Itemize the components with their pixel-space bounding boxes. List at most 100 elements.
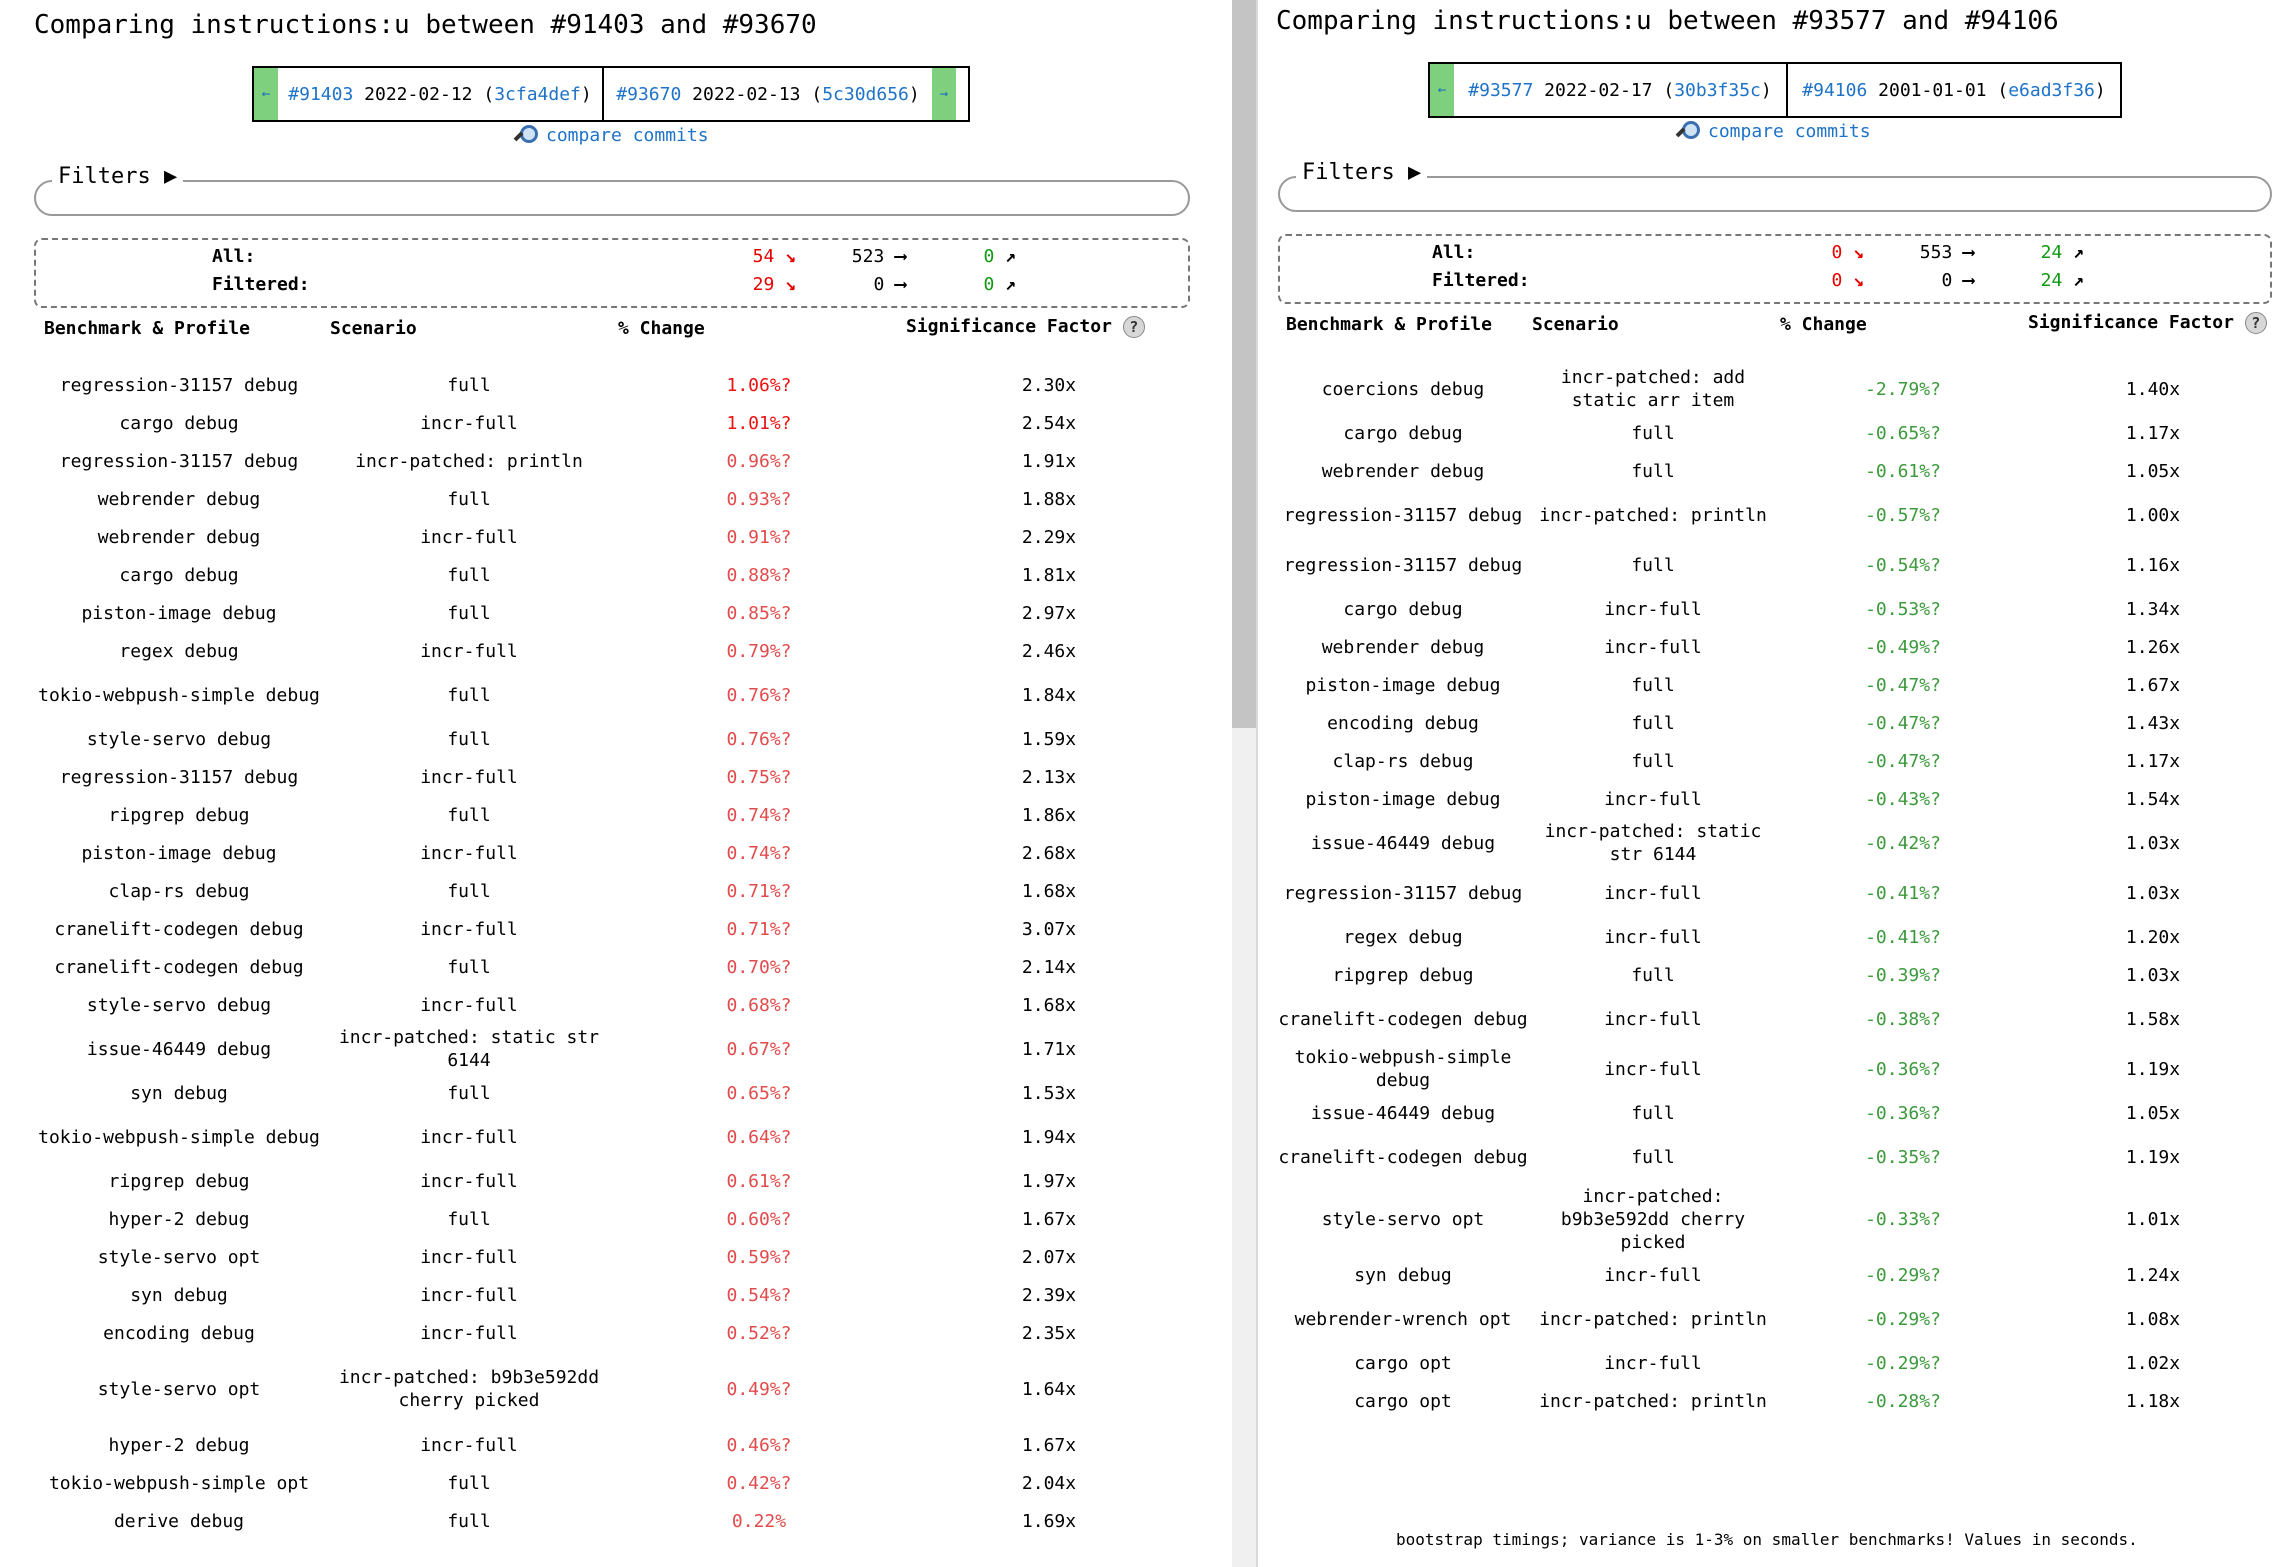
benchmark-cell[interactable]: webrender debug: [1321, 636, 1485, 658]
change-cell[interactable]: 0.70%?: [726, 956, 792, 978]
change-cell[interactable]: 0.59%?: [726, 1246, 792, 1268]
question-icon[interactable]: ?: [2244, 312, 2267, 334]
change-cell[interactable]: -0.54%?: [1865, 554, 1941, 576]
change-cell[interactable]: 0.75%?: [726, 766, 792, 788]
change-cell[interactable]: -0.61%?: [1865, 460, 1941, 482]
col-header-scenario[interactable]: Scenario: [330, 318, 417, 339]
benchmark-cell[interactable]: style-servo opt: [1321, 1208, 1485, 1230]
change-cell[interactable]: -0.38%?: [1865, 1008, 1941, 1030]
new-sha-link[interactable]: e6ad3f36: [2008, 79, 2095, 101]
col-header-significance[interactable]: Significance Factor ?: [2028, 312, 2267, 334]
scrollbar-thumb[interactable]: [1232, 0, 1258, 728]
col-header-significance[interactable]: Significance Factor ?: [906, 316, 1145, 338]
benchmark-cell[interactable]: cranelift-codegen debug: [54, 956, 304, 978]
change-cell[interactable]: 0.76%?: [726, 684, 792, 706]
benchmark-cell[interactable]: webrender debug: [97, 526, 261, 548]
benchmark-cell[interactable]: hyper-2 debug: [108, 1208, 250, 1230]
col-header-change[interactable]: % Change: [1780, 314, 1867, 335]
benchmark-cell[interactable]: regression-31157 debug: [59, 374, 299, 396]
change-cell[interactable]: -2.79%?: [1865, 378, 1941, 400]
benchmark-cell[interactable]: piston-image debug: [1305, 674, 1501, 696]
prev-commit-arrow[interactable]: ←: [1430, 64, 1454, 116]
benchmark-cell[interactable]: cranelift-codegen debug: [54, 918, 304, 940]
benchmark-cell[interactable]: regression-31157 debug: [59, 766, 299, 788]
change-cell[interactable]: 0.74%?: [726, 804, 792, 826]
change-cell[interactable]: 0.91%?: [726, 526, 792, 548]
benchmark-cell[interactable]: piston-image debug: [81, 602, 277, 624]
change-cell[interactable]: -0.49%?: [1865, 636, 1941, 658]
benchmark-cell[interactable]: style-servo opt: [97, 1246, 261, 1268]
benchmark-cell[interactable]: syn debug: [1354, 1264, 1452, 1286]
benchmark-cell[interactable]: encoding debug: [1327, 712, 1479, 734]
benchmark-cell[interactable]: regression-31157 debug: [1283, 554, 1523, 576]
change-cell[interactable]: -0.29%?: [1865, 1308, 1941, 1330]
change-cell[interactable]: 0.96%?: [726, 450, 792, 472]
benchmark-cell[interactable]: encoding debug: [103, 1322, 255, 1344]
benchmark-cell[interactable]: tokio-webpush-simple debug: [1294, 1047, 1512, 1091]
base-sha-link[interactable]: 3cfa4def: [494, 83, 581, 105]
change-cell[interactable]: 0.52%?: [726, 1322, 792, 1344]
benchmark-cell[interactable]: piston-image debug: [1305, 788, 1501, 810]
question-icon[interactable]: ?: [1122, 316, 1145, 338]
change-cell[interactable]: -0.39%?: [1865, 964, 1941, 986]
benchmark-cell[interactable]: issue-46449 debug: [1310, 832, 1496, 854]
change-cell[interactable]: -0.47%?: [1865, 750, 1941, 772]
change-cell[interactable]: 0.64%?: [726, 1126, 792, 1148]
benchmark-cell[interactable]: derive debug: [113, 1510, 245, 1532]
benchmark-cell[interactable]: cargo debug: [119, 412, 239, 434]
benchmark-cell[interactable]: ripgrep debug: [1332, 964, 1474, 986]
change-cell[interactable]: -0.65%?: [1865, 422, 1941, 444]
new-pr-link[interactable]: #93670: [616, 83, 682, 105]
filters-toggle[interactable]: Filters ▶: [1296, 160, 1428, 185]
change-cell[interactable]: 0.71%?: [726, 918, 792, 940]
benchmark-cell[interactable]: tokio-webpush-simple debug: [38, 684, 320, 706]
benchmark-cell[interactable]: cranelift-codegen debug: [1278, 1008, 1528, 1030]
benchmark-cell[interactable]: regex debug: [119, 640, 239, 662]
benchmark-cell[interactable]: clap-rs debug: [108, 880, 250, 902]
benchmark-cell[interactable]: style-servo debug: [86, 728, 272, 750]
change-cell[interactable]: -0.42%?: [1865, 832, 1941, 854]
change-cell[interactable]: 0.42%?: [726, 1472, 792, 1494]
benchmark-cell[interactable]: coercions debug: [1321, 378, 1485, 400]
benchmark-cell[interactable]: issue-46449 debug: [1310, 1102, 1496, 1124]
change-cell[interactable]: -0.28%?: [1865, 1390, 1941, 1412]
col-header-change[interactable]: % Change: [618, 318, 705, 339]
benchmark-cell[interactable]: regression-31157 debug: [1283, 882, 1523, 904]
change-cell[interactable]: 1.06%?: [726, 374, 792, 396]
change-cell[interactable]: 0.65%?: [726, 1082, 792, 1104]
change-cell[interactable]: -0.47%?: [1865, 674, 1941, 696]
benchmark-cell[interactable]: cranelift-codegen debug: [1278, 1146, 1528, 1168]
change-cell[interactable]: -0.41%?: [1865, 926, 1941, 948]
change-cell[interactable]: 0.85%?: [726, 602, 792, 624]
change-cell[interactable]: -0.47%?: [1865, 712, 1941, 734]
change-cell[interactable]: 0.61%?: [726, 1170, 792, 1192]
change-cell[interactable]: 0.54%?: [726, 1284, 792, 1306]
benchmark-cell[interactable]: tokio-webpush-simple debug: [38, 1126, 320, 1148]
change-cell[interactable]: -0.36%?: [1865, 1102, 1941, 1124]
change-cell[interactable]: 1.01%?: [726, 412, 792, 434]
change-cell[interactable]: -0.29%?: [1865, 1264, 1941, 1286]
benchmark-cell[interactable]: hyper-2 debug: [108, 1434, 250, 1456]
change-cell[interactable]: 0.60%?: [726, 1208, 792, 1230]
benchmark-cell[interactable]: style-servo debug: [86, 994, 272, 1016]
compare-commits-link[interactable]: compare commits: [1676, 120, 1871, 142]
change-cell[interactable]: -0.43%?: [1865, 788, 1941, 810]
change-cell[interactable]: -0.33%?: [1865, 1208, 1941, 1230]
change-cell[interactable]: 0.46%?: [726, 1434, 792, 1456]
change-cell[interactable]: -0.29%?: [1865, 1352, 1941, 1374]
benchmark-cell[interactable]: cargo opt: [1354, 1352, 1452, 1374]
benchmark-cell[interactable]: style-servo opt: [97, 1378, 261, 1400]
change-cell[interactable]: 0.49%?: [726, 1378, 792, 1400]
change-cell[interactable]: 0.68%?: [726, 994, 792, 1016]
benchmark-cell[interactable]: webrender debug: [97, 488, 261, 510]
change-cell[interactable]: -0.35%?: [1865, 1146, 1941, 1168]
benchmark-cell[interactable]: webrender debug: [1321, 460, 1485, 482]
col-header-benchmark[interactable]: Benchmark & Profile: [1286, 314, 1492, 335]
benchmark-cell[interactable]: ripgrep debug: [108, 1170, 250, 1192]
benchmark-cell[interactable]: issue-46449 debug: [86, 1038, 272, 1060]
change-cell[interactable]: -0.36%?: [1865, 1058, 1941, 1080]
new-sha-link[interactable]: 5c30d656: [822, 83, 909, 105]
benchmark-cell[interactable]: regression-31157 debug: [1283, 504, 1523, 526]
change-cell[interactable]: 0.67%?: [726, 1038, 792, 1060]
change-cell[interactable]: -0.41%?: [1865, 882, 1941, 904]
